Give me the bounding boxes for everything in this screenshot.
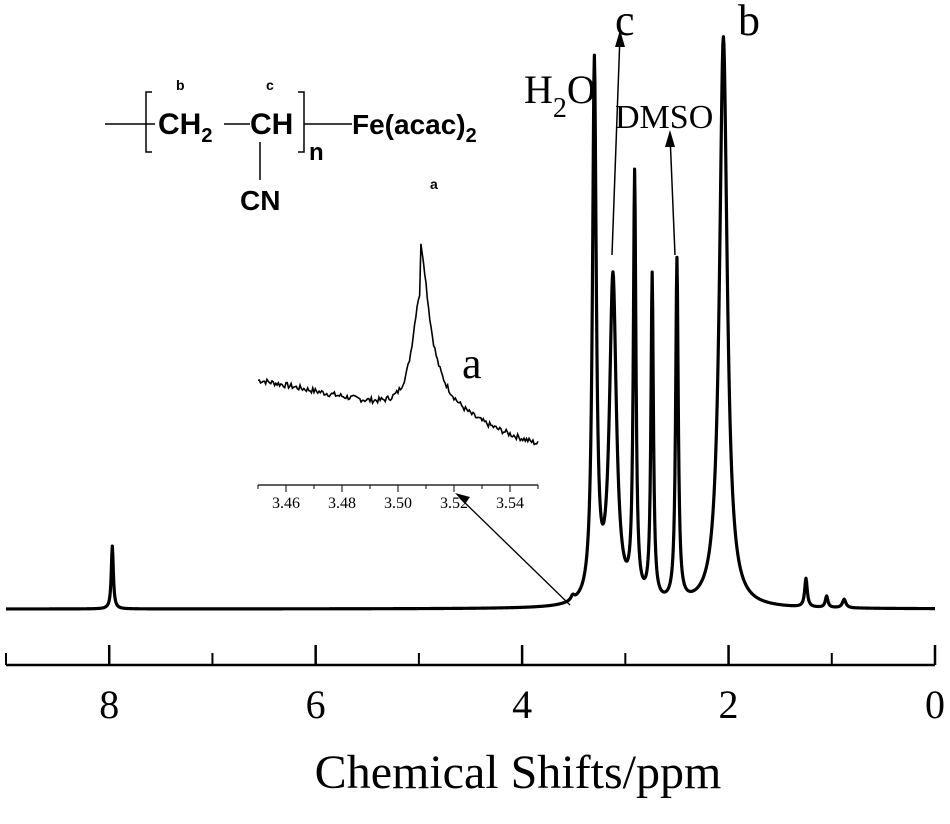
ch2-sub: 2 [201,125,212,147]
x-tick-label: 6 [306,682,326,727]
x-axis-ticks: 8 6 4 2 0 [5,645,945,727]
ch2-text: CH [158,108,201,141]
n-subscript: n [309,139,324,166]
svg-text:Fe(acac)2: Fe(acac)2 [352,109,477,147]
spectrum-line [4,35,937,611]
peak-c-arrow-line [611,34,621,256]
peak-c-arrow-head [615,30,625,47]
inset-spectrum-line [257,243,539,446]
polymer-structure: b CH2 c CH n Fe(acac)2 CN a [105,77,477,216]
x-axis: 8 6 4 2 0 Chemical Shifts/ppm [5,645,945,799]
x-tick-label: 4 [512,682,532,727]
label-c-small: c [266,77,274,93]
dmso-arrow-line [669,134,676,256]
svg-text:CH2: CH2 [158,108,212,147]
svg-text:H2O: H2O [524,67,596,124]
water-label-o: O [567,67,596,112]
cn-text: CN [240,185,280,216]
inset-x-tick-label: 3.46 [272,495,300,512]
inset-label: a [462,339,482,388]
peak-label-c: c [611,0,635,256]
inset-x-tick-label: 3.54 [496,495,524,512]
x-axis-label: Chemical Shifts/ppm [315,746,722,799]
end-group-text: Fe(acac) [352,109,466,140]
peak-label-water: H2O [524,67,596,124]
bracket-right [298,91,305,153]
inset-pointer-head [455,493,470,504]
x-tick-label: 0 [925,682,945,727]
peak-label-b: b [738,0,760,45]
inset-x-tick-label: 3.50 [384,495,412,512]
ch-text: CH [250,108,293,141]
water-label-sub: 2 [553,93,567,124]
inset-x-axis-ticks: 3.46 3.48 3.50 3.52 3.54 [257,485,539,512]
peak-label-dmso-text: DMSO [615,99,713,136]
x-tick-label: 8 [99,682,119,727]
dmso-arrow-head [665,130,675,147]
label-a-small: a [430,176,438,192]
inset-pointer-line [459,497,571,606]
water-label-h: H [524,67,553,112]
x-tick-label: 2 [719,682,739,727]
inset-x-tick-label: 3.48 [328,495,356,512]
inset-chart: 3.46 3.48 3.50 3.52 3.54 a [257,243,571,606]
label-b-small: b [176,77,185,93]
peak-label-dmso: DMSO [615,99,713,256]
bracket-left [145,91,152,153]
end-group-sub: 2 [466,125,477,147]
